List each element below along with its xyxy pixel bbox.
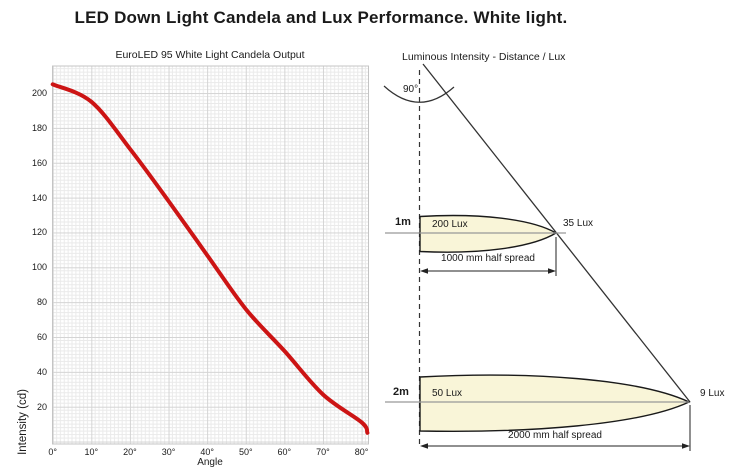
- y-tick-label: 60: [36, 331, 47, 342]
- center-lux-label-1m: 200 Lux: [432, 219, 468, 230]
- x-tick-label: 0°: [48, 447, 57, 457]
- y-axis-label: Intensity (cd): [17, 389, 29, 455]
- diagram-title: Luminous Intensity - Distance / Lux: [402, 51, 566, 63]
- edge-lux-label-2m: 9 Lux: [700, 388, 725, 399]
- y-tick-label: 20: [36, 401, 47, 412]
- page-title: LED Down Light Candela and Lux Performan…: [74, 8, 568, 27]
- beam-angle-label: 90°: [403, 84, 419, 95]
- lux-diagram: [383, 63, 691, 451]
- y-tick-label: 120: [31, 227, 47, 238]
- y-tick-label: 80: [36, 297, 47, 308]
- candela-curve: [50, 82, 370, 435]
- x-tick-label: 80°: [354, 447, 369, 457]
- spread-label-1m: 1000 mm half spread: [441, 253, 535, 264]
- x-tick-label: 70°: [316, 447, 330, 457]
- y-tick-label: 200: [31, 88, 47, 98]
- center-lux-label-2m: 50 Lux: [432, 388, 463, 399]
- dimension-2m: [420, 405, 691, 451]
- y-tick-label: 180: [31, 122, 47, 133]
- distance-label-2m: 2m: [393, 386, 409, 398]
- x-tick-label: 50°: [238, 447, 253, 457]
- beam-angle-arc: [383, 85, 455, 103]
- y-tick-label: 140: [31, 192, 47, 203]
- dimension-1m: [420, 237, 557, 276]
- distance-label-1m: 1m: [395, 216, 411, 228]
- x-tick-label: 30°: [161, 447, 176, 457]
- spread-label-2m: 2000 mm half spread: [508, 430, 602, 441]
- plot-area: [52, 65, 369, 445]
- x-tick-label: 10°: [84, 447, 99, 457]
- x-tick-label: 20°: [123, 447, 137, 457]
- y-tick-label: 40: [36, 366, 47, 377]
- x-tick-label: 40°: [200, 447, 214, 457]
- y-tick-label: 160: [31, 157, 47, 168]
- x-tick-label: 60°: [277, 447, 292, 457]
- candela-chart: [50, 65, 370, 445]
- y-tick-label: 100: [31, 262, 47, 273]
- edge-lux-label-1m: 35 Lux: [563, 218, 594, 229]
- chart-title: EuroLED 95 White Light Candela Output: [115, 49, 305, 61]
- beam-profile-2m: [419, 374, 691, 432]
- x-axis-label: Angle: [197, 457, 223, 468]
